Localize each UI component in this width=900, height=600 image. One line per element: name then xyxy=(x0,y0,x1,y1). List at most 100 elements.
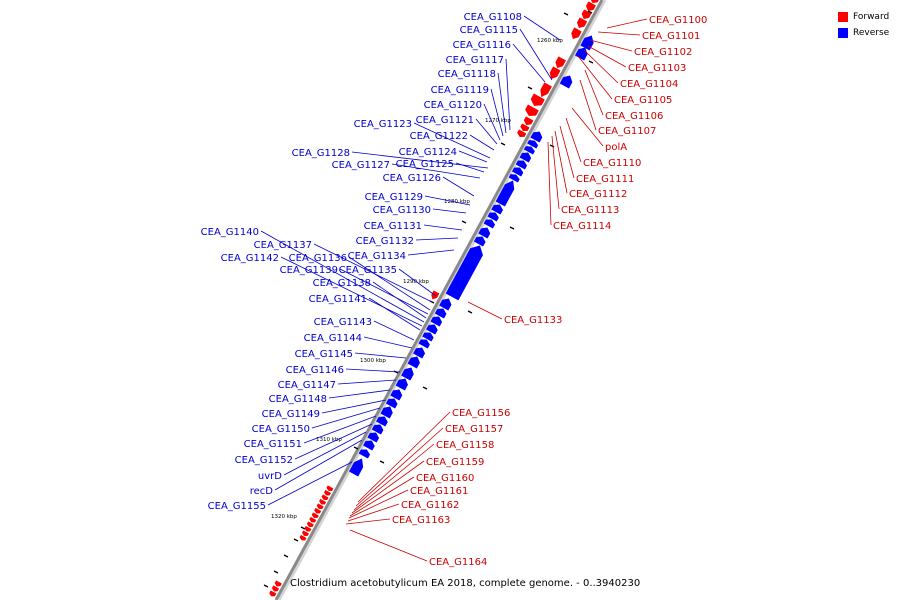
leader-line xyxy=(587,45,627,68)
feature-dash xyxy=(588,60,594,64)
leader-line xyxy=(345,518,391,525)
forward-gene-shape xyxy=(581,9,592,19)
reverse-gene-label: CEA_G1123 xyxy=(354,119,412,130)
leader-line xyxy=(339,268,429,315)
sequence-title: Clostridium acetobutylicum EA 2018, comp… xyxy=(290,578,641,589)
leader-line xyxy=(267,461,353,506)
feature-dash xyxy=(563,12,569,16)
reverse-gene-label: CEA_G1115 xyxy=(460,25,518,36)
leader-line xyxy=(303,415,377,444)
leader-line xyxy=(347,503,400,522)
reverse-gene-shape xyxy=(358,449,371,459)
feature-dash xyxy=(587,10,593,14)
leader-line xyxy=(475,118,498,145)
forward-gene-label: CEA_G1158 xyxy=(436,440,494,451)
leader-line xyxy=(349,476,415,517)
legend-reverse-label: Reverse xyxy=(853,28,890,38)
reverse-gene-shape xyxy=(487,212,499,222)
leader-line xyxy=(467,301,503,320)
leader-line xyxy=(373,320,415,341)
forward-gene-shape xyxy=(304,525,312,532)
feature-dash xyxy=(273,570,279,574)
leader-line xyxy=(554,130,568,194)
reverse-gene-label: CEA_G1149 xyxy=(262,409,320,420)
leader-line xyxy=(351,151,489,169)
forward-gene-shape xyxy=(517,129,527,137)
leader-line xyxy=(337,379,397,385)
reverse-gene-shape xyxy=(495,180,515,207)
reverse-gene-label: CEA_G1152 xyxy=(235,455,293,466)
reverse-gene-shape xyxy=(473,236,486,247)
leader-line xyxy=(589,39,633,52)
leader-line xyxy=(311,407,381,429)
reverse-gene-shape xyxy=(434,308,447,319)
reverse-gene-label: CEA_G1155 xyxy=(208,501,266,512)
backbone xyxy=(274,0,604,600)
forward-gene-shape xyxy=(269,590,277,597)
reverse-gene-shape xyxy=(439,298,452,311)
leader-line xyxy=(423,224,463,231)
reverse-gene-shape xyxy=(422,332,434,342)
reverse-gene-label: CEA_G1121 xyxy=(416,115,474,126)
feature-dash xyxy=(300,526,306,530)
forward-gene-label: CEA_G1156 xyxy=(452,408,510,419)
forward-gene-label: CEA_G1110 xyxy=(583,158,641,169)
forward-gene-shape xyxy=(585,1,596,11)
forward-gene-shape xyxy=(324,489,332,496)
forward-gene-shape xyxy=(431,290,440,300)
reverse-gene-label: CEA_G1145 xyxy=(295,349,353,360)
leader-line xyxy=(407,249,455,256)
forward-gene-shape xyxy=(319,498,327,505)
forward-gene-shape xyxy=(576,17,588,28)
forward-gene-label: CEA_G1100 xyxy=(649,15,707,26)
scale-tick-label: 1270 kbp xyxy=(485,118,511,124)
reverse-gene-shape xyxy=(574,47,588,61)
forward-gene-label: CEA_G1104 xyxy=(620,79,678,90)
feature-dash xyxy=(527,86,533,90)
leader-line xyxy=(523,15,561,41)
leader-line xyxy=(469,134,495,151)
leader-line xyxy=(577,55,613,100)
reverse-gene-label: CEA_G1122 xyxy=(410,131,468,142)
reverse-gene-shape xyxy=(445,245,483,301)
forward-gene-label: CEA_G1103 xyxy=(628,63,686,74)
reverse-gene-label: CEA_G1138 xyxy=(313,278,371,289)
feature-dash xyxy=(467,310,473,314)
leader-line xyxy=(348,256,431,311)
reverse-gene-label: CEA_G1118 xyxy=(438,69,496,80)
forward-gene-label: CEA_G1160 xyxy=(416,473,474,484)
legend-reverse: Reverse xyxy=(838,25,889,41)
reverse-gene-label: CEA_G1117 xyxy=(446,55,504,66)
reverse-gene-shape xyxy=(380,406,393,419)
forward-gene-shape xyxy=(549,66,561,80)
reverse-gene-label: CEA_G1148 xyxy=(269,394,327,405)
reverse-gene-label: CEA_G1140 xyxy=(201,227,259,238)
forward-gene-shape xyxy=(525,104,539,116)
forward-gene-shape xyxy=(571,27,582,40)
leader-line xyxy=(351,460,425,514)
reverse-gene-shape xyxy=(580,35,594,51)
legend: Forward Reverse xyxy=(838,9,889,41)
forward-gene-shape xyxy=(321,494,329,500)
leader-line xyxy=(415,237,459,241)
leader-line xyxy=(280,256,423,327)
forward-gene-label: polA xyxy=(605,142,627,153)
forward-gene-label: CEA_G1111 xyxy=(576,174,634,185)
reverse-gene-label: CEA_G1150 xyxy=(252,424,310,435)
reverse-gene-shape xyxy=(371,424,384,435)
forward-gene-label: CEA_G1101 xyxy=(642,31,700,42)
leader-line xyxy=(483,103,501,141)
forward-gene-shape xyxy=(555,56,567,69)
reverse-gene-shape xyxy=(376,416,388,427)
leader-line xyxy=(597,31,641,36)
leader-line xyxy=(391,163,481,179)
forward-gene-label: CEA_G1133 xyxy=(504,315,562,326)
feature-dash xyxy=(283,554,289,558)
reverse-gene-label: CEA_G1128 xyxy=(292,148,350,159)
forward-gene-shape xyxy=(540,82,552,98)
leader-line xyxy=(565,117,582,163)
reverse-gene-label: CEA_G1130 xyxy=(373,205,431,216)
feature-dash xyxy=(422,386,428,390)
reverse-gene-label: CEA_G1147 xyxy=(278,380,336,391)
